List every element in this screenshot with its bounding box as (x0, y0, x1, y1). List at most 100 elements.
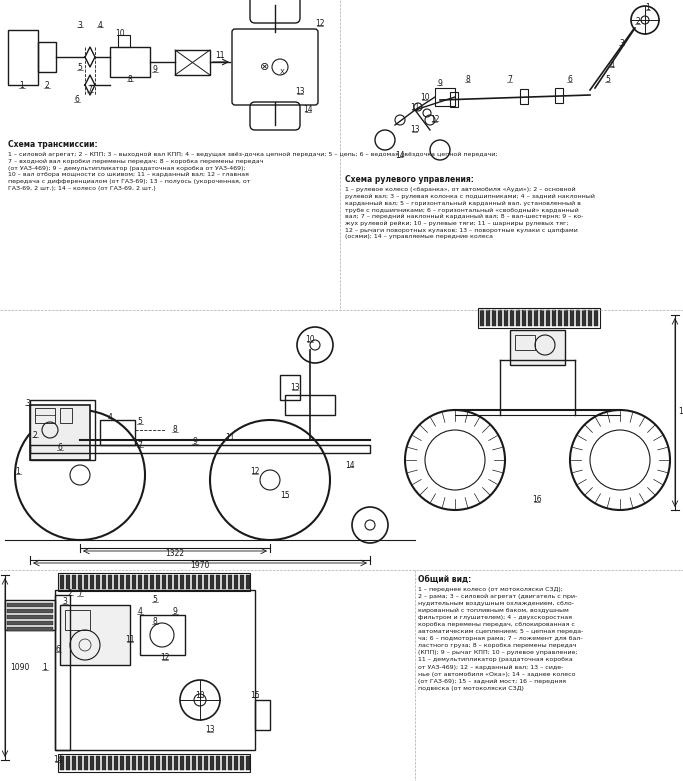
Text: 14: 14 (345, 461, 354, 469)
Bar (216, 756, 220, 770)
Bar (118, 35, 130, 47)
Bar (186, 756, 190, 770)
Bar (7, 615, 53, 619)
Bar (78, 756, 82, 770)
Text: 11: 11 (410, 104, 420, 112)
Bar (96, 756, 100, 770)
Bar (570, 310, 574, 326)
Bar (132, 575, 136, 589)
Bar (132, 756, 136, 770)
Bar (65, 610, 90, 630)
Text: 14: 14 (53, 755, 63, 765)
Text: 12: 12 (250, 468, 260, 476)
Bar (210, 756, 214, 770)
Bar (180, 756, 184, 770)
Bar (7, 609, 53, 613)
Text: 1270: 1270 (678, 408, 683, 416)
Text: 13: 13 (410, 126, 420, 134)
Bar (140, 615, 185, 655)
Bar (84, 756, 88, 770)
Bar (522, 310, 526, 326)
Text: 10: 10 (115, 28, 125, 37)
Text: 9: 9 (193, 437, 197, 447)
Bar (156, 575, 160, 589)
Text: 7: 7 (507, 76, 512, 84)
Text: Схема трансмиссии:: Схема трансмиссии: (8, 140, 98, 149)
Text: 15: 15 (250, 690, 260, 700)
Bar (552, 310, 556, 326)
Bar (515, 335, 535, 350)
Bar (478, 308, 600, 328)
Text: 2: 2 (44, 81, 49, 91)
Bar (72, 575, 76, 589)
Bar (516, 310, 520, 326)
Text: 9: 9 (152, 66, 158, 74)
Bar (168, 756, 172, 770)
Bar (492, 310, 496, 326)
Bar (102, 575, 106, 589)
Bar (100, 420, 135, 445)
Text: 1: 1 (42, 664, 47, 672)
Text: 2: 2 (33, 430, 38, 440)
Bar (576, 310, 580, 326)
Bar (138, 575, 142, 589)
Bar (7, 621, 53, 625)
Text: 8: 8 (173, 426, 178, 434)
Text: 6: 6 (568, 76, 572, 84)
Bar (162, 756, 166, 770)
Text: 11: 11 (225, 433, 235, 443)
Text: 5: 5 (606, 76, 611, 84)
Text: 4: 4 (137, 608, 143, 616)
Text: 3: 3 (619, 38, 624, 48)
Bar (480, 310, 484, 326)
Polygon shape (85, 75, 95, 95)
Bar (228, 756, 232, 770)
Bar (120, 756, 124, 770)
Bar (144, 756, 148, 770)
Bar (5, 600, 55, 630)
Bar (240, 575, 244, 589)
Text: 7: 7 (87, 85, 92, 95)
Text: 10: 10 (420, 94, 430, 102)
Bar (222, 575, 226, 589)
Text: 4: 4 (609, 60, 615, 70)
Bar (72, 756, 76, 770)
Bar (222, 756, 226, 770)
Text: 1: 1 (16, 468, 20, 476)
Text: 9: 9 (438, 79, 443, 87)
Bar (138, 756, 142, 770)
Bar (174, 575, 178, 589)
Bar (114, 575, 118, 589)
Bar (66, 575, 70, 589)
Bar (234, 756, 238, 770)
Text: 12: 12 (316, 20, 324, 28)
Bar (174, 756, 178, 770)
Bar (582, 310, 586, 326)
Bar (58, 754, 250, 772)
Bar (450, 92, 458, 107)
Text: 12: 12 (430, 116, 440, 124)
Text: 3: 3 (78, 20, 83, 30)
Text: 1 – рулевое колесо («баранка», от автомобиля «Ауди»); 2 – основной
рулевой вал; : 1 – рулевое колесо («баранка», от автомо… (345, 187, 595, 239)
Bar (60, 756, 64, 770)
Bar (486, 310, 490, 326)
Text: 3: 3 (25, 398, 31, 408)
Bar (110, 47, 150, 77)
Text: 11: 11 (125, 636, 135, 644)
Bar (66, 756, 70, 770)
Text: 3: 3 (63, 597, 68, 607)
Bar (126, 756, 130, 770)
Text: 5: 5 (152, 595, 158, 604)
Text: 13: 13 (205, 726, 215, 734)
Text: 6: 6 (74, 95, 79, 105)
Bar (102, 756, 106, 770)
Text: X: X (279, 69, 284, 75)
Text: 1 – силовой агрегат; 2 – КПП; 3 – выходной вал КПП; 4 – ведущая звёз-дочка цепно: 1 – силовой агрегат; 2 – КПП; 3 – выходн… (8, 152, 497, 191)
Text: 11: 11 (215, 51, 225, 59)
Bar (150, 756, 154, 770)
Text: 5: 5 (78, 63, 83, 73)
Bar (114, 756, 118, 770)
Bar (210, 575, 214, 589)
Bar (156, 756, 160, 770)
Bar (198, 756, 202, 770)
